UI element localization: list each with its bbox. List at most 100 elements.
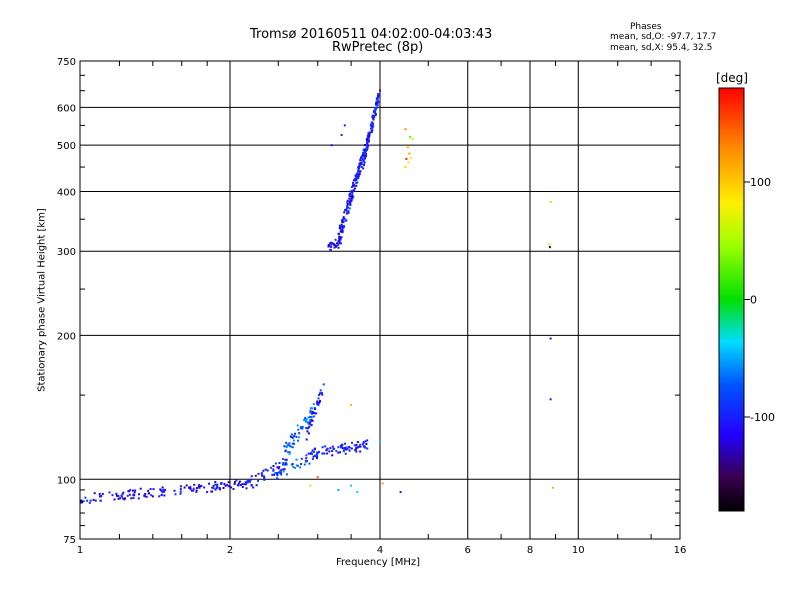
data-point bbox=[358, 165, 360, 168]
data-point bbox=[357, 167, 360, 170]
data-point bbox=[305, 460, 308, 463]
data-point bbox=[147, 492, 150, 495]
data-point bbox=[122, 497, 124, 500]
data-point bbox=[317, 397, 320, 400]
data-point bbox=[370, 130, 373, 133]
y-tick-label: 750 bbox=[57, 57, 76, 68]
data-point bbox=[322, 383, 325, 386]
data-point bbox=[366, 141, 368, 144]
y-tick-label: 500 bbox=[57, 141, 76, 152]
data-point bbox=[237, 482, 240, 485]
data-point bbox=[356, 177, 359, 179]
colorbar-ticks: 100 0 -100 bbox=[744, 176, 775, 424]
data-points bbox=[79, 89, 555, 504]
data-point bbox=[317, 403, 320, 406]
data-point bbox=[356, 441, 359, 443]
data-point bbox=[359, 162, 362, 165]
data-point bbox=[331, 454, 334, 457]
data-point bbox=[263, 475, 265, 478]
data-point bbox=[316, 452, 319, 455]
data-point bbox=[359, 170, 362, 173]
data-point bbox=[307, 422, 310, 425]
data-point bbox=[245, 483, 247, 486]
data-point bbox=[350, 404, 353, 406]
data-point bbox=[99, 495, 101, 498]
data-point bbox=[331, 450, 334, 452]
data-point bbox=[307, 452, 310, 455]
data-point bbox=[216, 484, 219, 487]
data-point bbox=[261, 474, 263, 477]
data-point bbox=[354, 448, 357, 451]
data-point bbox=[150, 494, 153, 497]
data-point bbox=[312, 455, 315, 458]
data-point bbox=[366, 139, 368, 142]
data-point bbox=[301, 425, 304, 428]
data-point bbox=[375, 102, 377, 105]
data-point bbox=[296, 424, 299, 427]
data-point bbox=[346, 205, 349, 208]
data-point bbox=[360, 156, 363, 159]
data-point bbox=[132, 497, 135, 499]
y-axis-label: Stationary phase Virtual Height [km] bbox=[36, 208, 48, 392]
data-point bbox=[303, 419, 306, 421]
data-point bbox=[295, 458, 298, 461]
data-point bbox=[346, 211, 349, 214]
data-point bbox=[356, 172, 358, 175]
data-point bbox=[342, 450, 345, 453]
data-point bbox=[344, 452, 347, 455]
data-point bbox=[306, 430, 309, 433]
data-point bbox=[101, 492, 104, 495]
data-point bbox=[108, 491, 111, 494]
data-point bbox=[310, 419, 313, 421]
data-point bbox=[336, 242, 338, 245]
data-point bbox=[262, 469, 265, 472]
data-point bbox=[364, 148, 367, 151]
data-point bbox=[367, 132, 370, 135]
data-point bbox=[145, 495, 148, 498]
data-point bbox=[144, 493, 147, 495]
y-tick-labels: 75 100 200 300 400 500 600 750 bbox=[57, 57, 76, 546]
data-point bbox=[316, 403, 319, 406]
data-point bbox=[376, 98, 379, 101]
data-point bbox=[339, 230, 342, 233]
data-point bbox=[246, 480, 249, 483]
data-point bbox=[86, 499, 89, 502]
data-point bbox=[306, 427, 309, 430]
data-point bbox=[369, 123, 372, 126]
data-point bbox=[321, 392, 323, 394]
data-point bbox=[376, 104, 379, 107]
data-point bbox=[372, 123, 374, 126]
data-point bbox=[355, 178, 358, 181]
data-point bbox=[311, 419, 314, 422]
data-point bbox=[241, 483, 244, 485]
data-point bbox=[356, 174, 359, 177]
data-point bbox=[284, 449, 287, 452]
data-point bbox=[349, 197, 352, 200]
data-point bbox=[322, 452, 325, 455]
data-point bbox=[290, 433, 293, 436]
data-point bbox=[338, 227, 341, 230]
data-point bbox=[404, 166, 407, 168]
data-point bbox=[276, 466, 279, 469]
data-point bbox=[111, 494, 114, 497]
data-point bbox=[366, 144, 369, 146]
data-point bbox=[115, 492, 118, 495]
data-point bbox=[283, 445, 286, 448]
data-point bbox=[345, 446, 348, 449]
data-point bbox=[195, 489, 198, 492]
data-point bbox=[368, 134, 371, 137]
data-point bbox=[364, 440, 367, 443]
data-point bbox=[117, 497, 120, 500]
data-point bbox=[331, 242, 334, 244]
data-point bbox=[357, 170, 360, 173]
data-point bbox=[338, 239, 340, 242]
data-point bbox=[162, 488, 165, 491]
data-point bbox=[300, 463, 303, 465]
data-point bbox=[337, 232, 340, 235]
data-point bbox=[304, 419, 307, 422]
data-point bbox=[276, 473, 279, 476]
data-point bbox=[348, 197, 351, 200]
data-point bbox=[236, 484, 239, 487]
data-point bbox=[159, 489, 162, 492]
